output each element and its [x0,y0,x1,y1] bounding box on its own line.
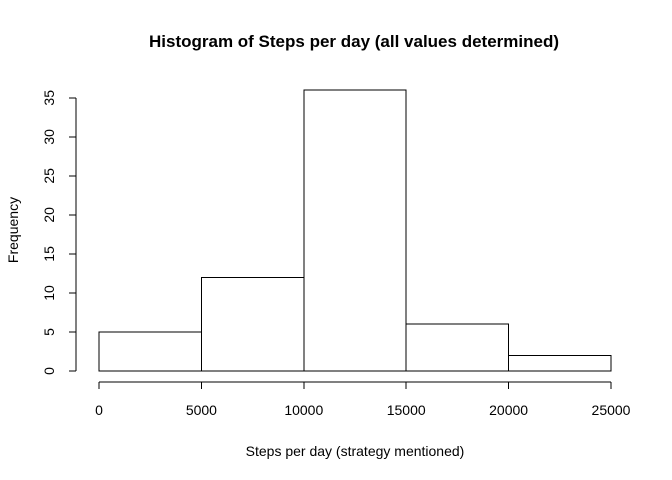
y-axis-label: Frequency [5,197,21,263]
x-tick-label-2: 10000 [284,402,323,418]
y-tick-label-2: 10 [41,285,57,301]
x-axis-label: Steps per day (strategy mentioned) [246,443,465,459]
x-tick-label-0: 0 [95,402,103,418]
histogram-bar-3 [405,323,510,372]
x-tick-label-4: 20000 [489,402,528,418]
y-tick-label-0: 0 [41,367,57,375]
chart-title: Histogram of Steps per day (all values d… [149,32,559,51]
y-tick-label-1: 5 [41,328,57,336]
histogram-bar-2 [303,89,407,372]
bars-layer [98,89,612,372]
y-axis: 0 5 10 15 20 25 30 35 [41,90,77,375]
y-tick-label-4: 20 [41,207,57,223]
x-tick-label-3: 15000 [387,402,426,418]
x-tick-label-5: 25000 [592,402,631,418]
y-tick-label-5: 25 [41,168,57,184]
histogram-bar-4 [508,354,612,372]
y-tick-label-7: 35 [41,90,57,106]
x-tick-label-1: 5000 [186,402,217,418]
histogram-bar-0 [98,331,202,372]
y-tick-label-3: 15 [41,246,57,262]
y-tick-label-6: 30 [41,129,57,145]
histogram-bar-1 [200,276,305,372]
x-axis: 0 5000 10000 15000 20000 25000 [95,381,631,418]
